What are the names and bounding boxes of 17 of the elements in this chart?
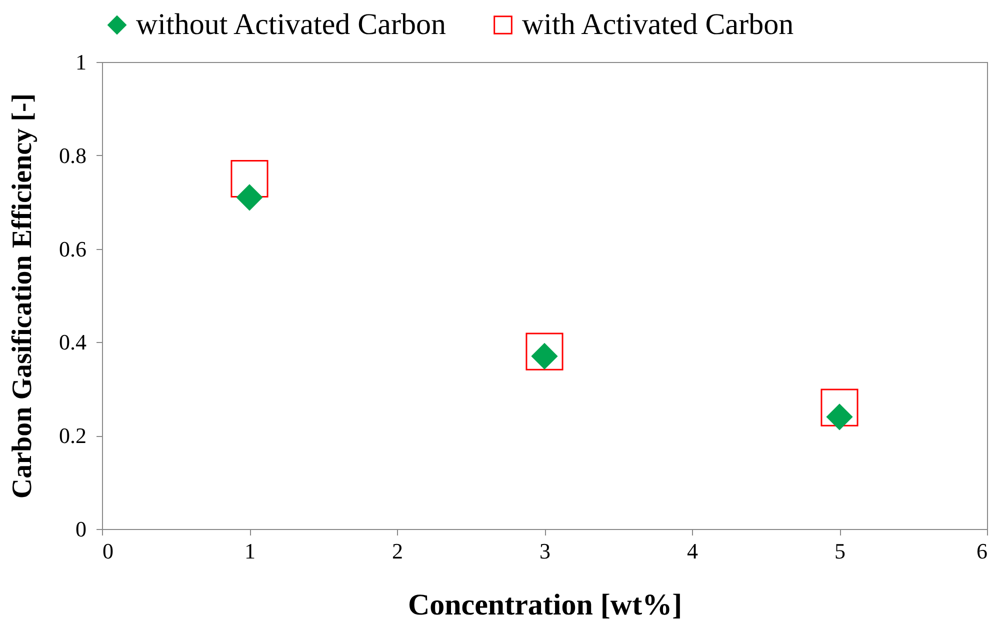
x-tick-label: 3: [540, 538, 550, 564]
y-tick-label: 0.6: [59, 236, 86, 262]
x-tick-label: 5: [834, 538, 846, 564]
y-tick-label: 0.4: [59, 330, 86, 355]
x-tick-label: 4: [687, 538, 698, 564]
x-tick-label: 6: [976, 538, 988, 564]
y-tick-label: 0.8: [59, 142, 86, 168]
legend-label: without Activated Carbon: [136, 8, 446, 41]
x-tick-label: 0: [102, 538, 114, 564]
x-tick-label: 1: [244, 538, 256, 564]
x-tick-label: 2: [392, 538, 403, 564]
legend-label: with Activated Carbon: [522, 8, 794, 41]
y-axis-title: Carbon Gasification Efficiency [-]: [7, 93, 38, 499]
y-tick-label: 0.2: [59, 423, 86, 448]
x-axis-title: Concentration [wt%]: [408, 588, 682, 622]
y-tick-label: 1: [76, 50, 86, 74]
y-tick-label: 0: [76, 516, 86, 542]
